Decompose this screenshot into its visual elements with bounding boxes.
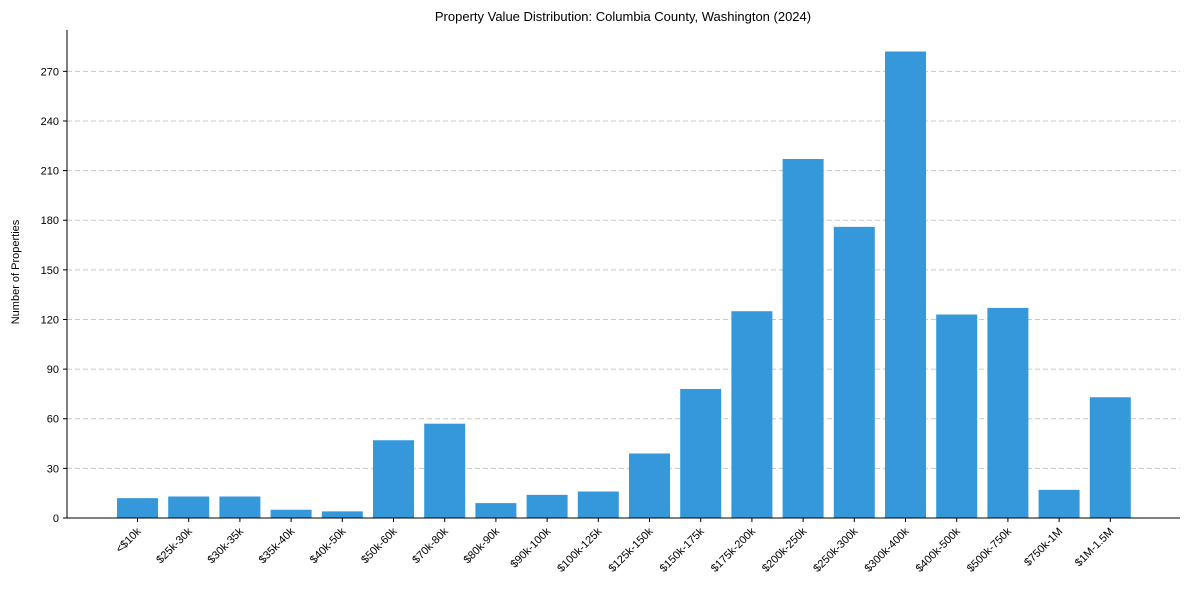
y-tick-label: 60 <box>47 414 59 426</box>
y-tick-label: 180 <box>41 215 59 227</box>
y-tick-label: 0 <box>53 513 59 525</box>
bar <box>577 491 619 518</box>
x-tick-label: $300k-400k <box>862 525 911 574</box>
x-tick-label: <$10k <box>114 525 144 555</box>
x-tick-label: $50k-60k <box>359 525 400 566</box>
bar <box>168 496 210 518</box>
chart-title: Property Value Distribution: Columbia Co… <box>435 9 811 24</box>
y-tick-label: 210 <box>41 166 59 178</box>
bar <box>117 498 158 518</box>
x-tick-label: $40k-50k <box>308 525 349 566</box>
x-tick-label: $70k-80k <box>410 525 451 566</box>
x-tick-label: $500k-750k <box>965 525 1014 574</box>
bars <box>117 51 1131 518</box>
x-tick-label: $25k-30k <box>154 525 195 566</box>
x-tick-label: $175k-200k <box>709 525 758 574</box>
bar <box>526 494 568 518</box>
bar <box>731 311 773 518</box>
y-tick-label: 270 <box>41 66 59 78</box>
y-tick-label: 90 <box>47 364 59 376</box>
x-tick-label: $100k-125k <box>555 525 604 574</box>
bar <box>1038 489 1080 518</box>
bar <box>629 453 670 518</box>
bar <box>885 51 926 518</box>
x-tick-label: $30k-35k <box>206 525 247 566</box>
y-tick-label: 30 <box>47 463 59 475</box>
x-tick-label: $200k-250k <box>760 525 809 574</box>
bar <box>680 388 722 518</box>
bar <box>373 440 414 518</box>
bar <box>833 226 875 518</box>
bar <box>936 314 978 518</box>
bar <box>987 307 1029 518</box>
x-tick-label: $400k-500k <box>914 525 963 574</box>
y-axis-ticks: 0 30 60 90 120 150 180 210 240 270 <box>41 66 67 525</box>
bar <box>424 423 466 518</box>
x-tick-label: $35k-40k <box>257 525 298 566</box>
bar <box>321 511 363 518</box>
bar <box>1089 397 1131 518</box>
bar <box>782 159 824 518</box>
bar <box>219 496 261 518</box>
x-tick-label: $125k-150k <box>606 525 655 574</box>
y-axis-label: Number of Properties <box>10 219 22 324</box>
x-tick-label: $80k-90k <box>462 525 503 566</box>
y-tick-label: 150 <box>41 265 59 277</box>
bar <box>270 509 312 518</box>
x-tick-label: $90k-100k <box>508 525 553 570</box>
x-tick-label: $1M-1.5M <box>1073 526 1117 570</box>
y-tick-label: 240 <box>41 116 59 128</box>
bar <box>475 503 517 518</box>
gridlines <box>67 70 1180 469</box>
x-tick-label: $150k-175k <box>658 525 707 574</box>
y-tick-label: 120 <box>41 314 59 326</box>
x-axis-ticks: <$10k $25k-30k $30k-35k $35k-40k $40k-50k $50… <box>114 518 1117 575</box>
x-tick-label: $750k-1M <box>1022 526 1065 569</box>
x-tick-label: $250k-300k <box>811 525 860 574</box>
